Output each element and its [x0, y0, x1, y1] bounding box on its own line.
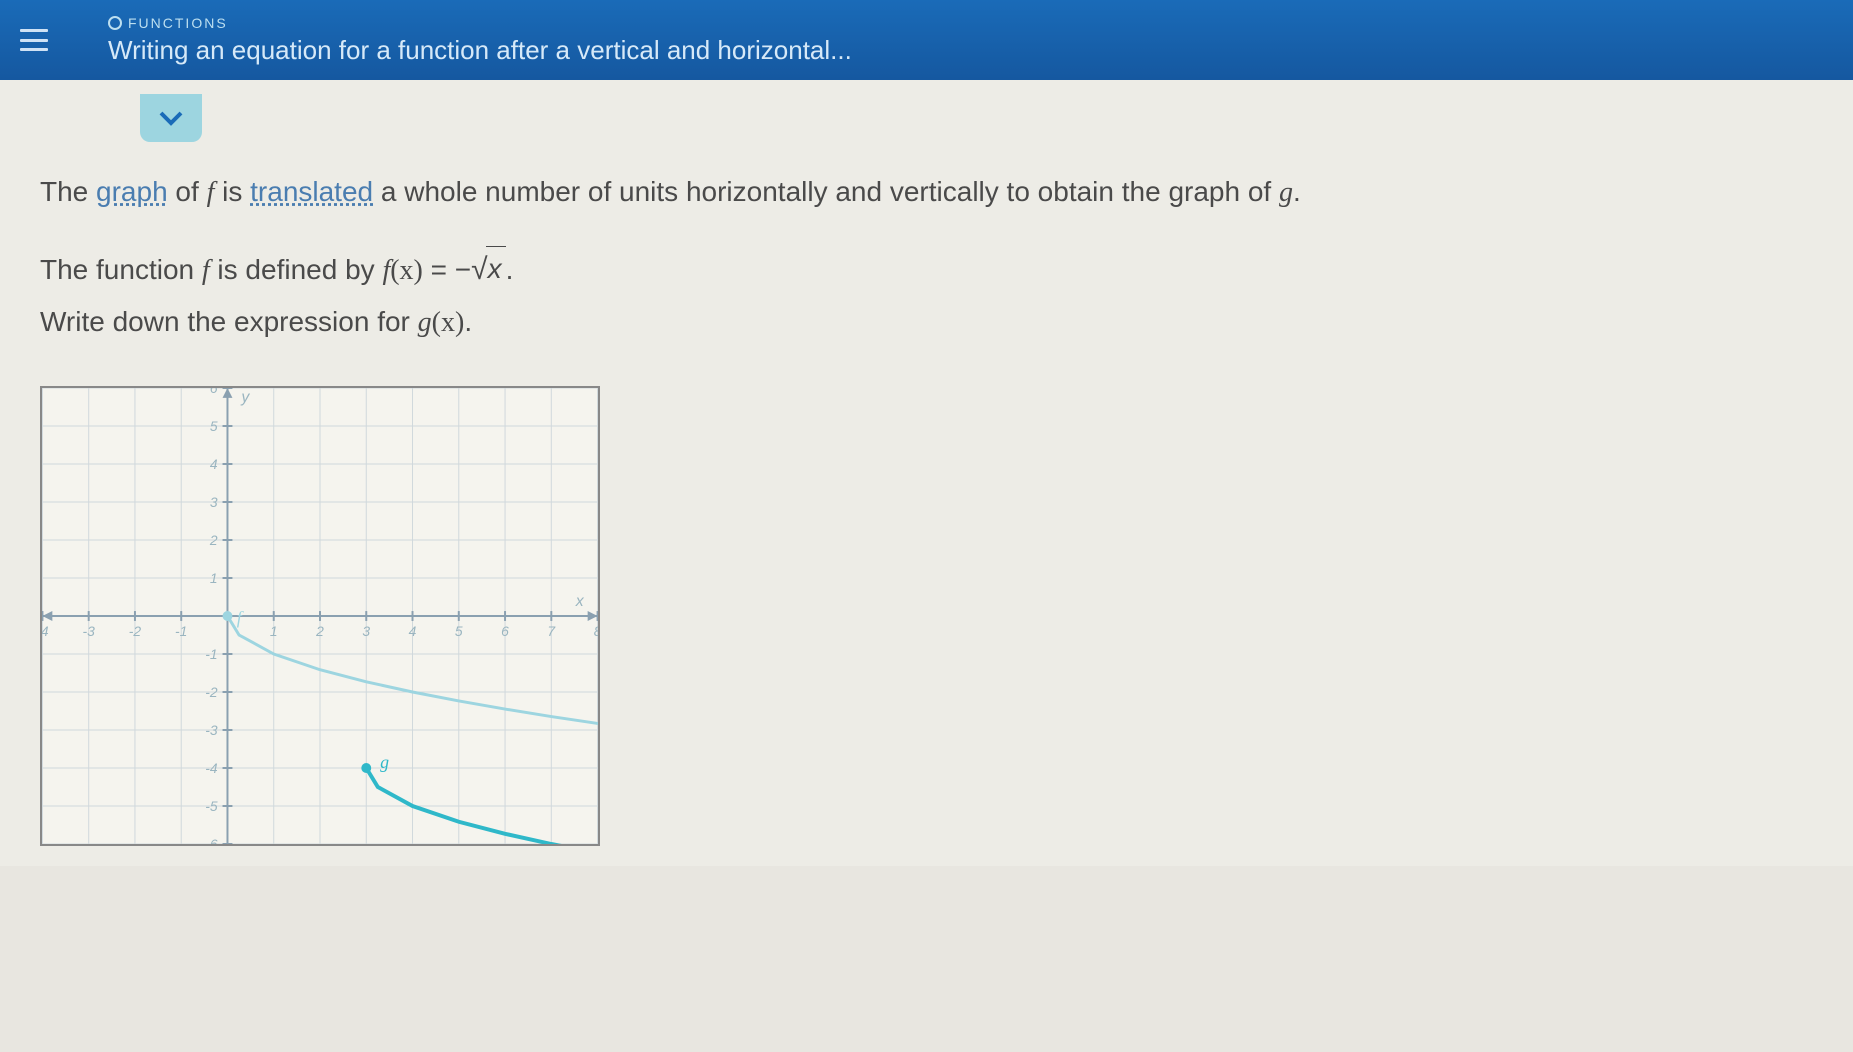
text-fragment: of: [168, 176, 207, 207]
sqrt-expression: √x: [471, 246, 505, 294]
svg-text:-1: -1: [175, 622, 187, 638]
svg-text:-4: -4: [42, 622, 49, 638]
hamburger-menu-icon[interactable]: [20, 29, 48, 51]
graph-panel: -4-3-2-112345678-6-5-4-3-2-1123456yxfg: [40, 386, 600, 846]
svg-text:3: 3: [210, 494, 218, 510]
text-fragment: = −: [423, 254, 471, 285]
expand-chevron-button[interactable]: [140, 94, 202, 142]
category-label: FUNCTIONS: [108, 15, 852, 31]
svg-text:5: 5: [210, 418, 218, 434]
problem-statement: The graph of f is translated a whole num…: [40, 170, 1813, 346]
translated-link[interactable]: translated: [250, 176, 373, 207]
app-header: FUNCTIONS Writing an equation for a func…: [0, 0, 1853, 80]
text-fragment: is defined by: [210, 254, 383, 285]
svg-text:-3: -3: [83, 622, 96, 638]
graph-svg: -4-3-2-112345678-6-5-4-3-2-1123456yxfg: [42, 388, 598, 844]
svg-text:y: y: [240, 388, 250, 405]
svg-text:-2: -2: [205, 684, 218, 700]
math-f: f: [202, 255, 210, 286]
svg-text:2: 2: [315, 622, 324, 638]
svg-text:5: 5: [455, 622, 463, 638]
svg-text:6: 6: [210, 388, 218, 396]
svg-text:6: 6: [501, 622, 509, 638]
graph-link[interactable]: graph: [96, 176, 168, 207]
math-g: g: [418, 307, 432, 338]
text-fragment: The: [40, 176, 96, 207]
text-fragment: a whole number of units horizontally and…: [373, 176, 1279, 207]
chevron-down-icon: [157, 109, 185, 127]
svg-text:-6: -6: [205, 836, 218, 844]
text-fragment: Write down the expression for: [40, 306, 418, 337]
svg-text:g: g: [380, 752, 389, 772]
svg-text:-5: -5: [205, 798, 218, 814]
svg-text:4: 4: [210, 456, 218, 472]
page-title: Writing an equation for a function after…: [108, 35, 852, 66]
math-paren: (x): [432, 307, 465, 338]
text-fragment: .: [506, 254, 514, 285]
text-fragment: is: [214, 176, 250, 207]
svg-text:-3: -3: [205, 722, 218, 738]
svg-text:-1: -1: [205, 646, 217, 662]
category-text: FUNCTIONS: [128, 15, 228, 31]
problem-line-1: The graph of f is translated a whole num…: [40, 170, 1813, 216]
svg-text:x: x: [575, 593, 585, 610]
svg-text:-2: -2: [129, 622, 142, 638]
svg-text:8: 8: [594, 622, 598, 638]
content-area: The graph of f is translated a whole num…: [0, 80, 1853, 866]
svg-text:-4: -4: [205, 760, 218, 776]
math-g: g: [1279, 177, 1293, 208]
svg-text:4: 4: [409, 622, 417, 638]
svg-text:3: 3: [362, 622, 370, 638]
svg-text:1: 1: [270, 622, 278, 638]
svg-text:2: 2: [209, 532, 218, 548]
svg-text:1: 1: [210, 570, 218, 586]
problem-line-2: The function f is defined by f(x) = −√x.: [40, 246, 1813, 294]
svg-text:7: 7: [547, 622, 556, 638]
text-fragment: The function: [40, 254, 202, 285]
problem-line-3: Write down the expression for g(x).: [40, 300, 1813, 346]
text-fragment: .: [1293, 176, 1301, 207]
math-paren: (x): [390, 255, 423, 286]
header-text-block: FUNCTIONS Writing an equation for a func…: [108, 15, 852, 66]
category-circle-icon: [108, 16, 122, 30]
radicand: x: [486, 246, 506, 292]
text-fragment: .: [464, 306, 472, 337]
